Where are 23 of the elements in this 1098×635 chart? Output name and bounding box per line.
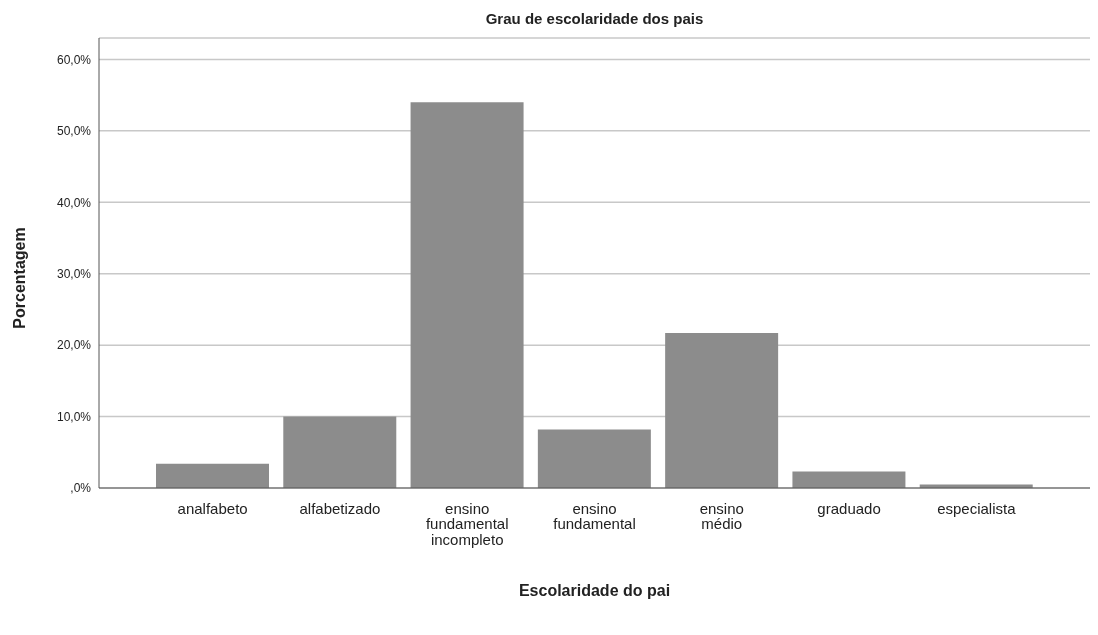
y-tick-label: 30,0% bbox=[56, 266, 92, 281]
y-tick-label: 20,0% bbox=[56, 338, 92, 353]
y-tick-label: 10,0% bbox=[56, 409, 92, 424]
x-tick-label: graduado bbox=[817, 499, 881, 517]
y-tick-label: 60,0% bbox=[56, 52, 92, 67]
x-tick-label: ensino fundamental bbox=[553, 499, 636, 533]
bar bbox=[537, 429, 651, 488]
y-tick-label: 50,0% bbox=[56, 124, 92, 139]
x-axis-title: Escolaridade do pai bbox=[517, 582, 672, 600]
bar bbox=[283, 416, 397, 488]
y-tick-label: 40,0% bbox=[56, 195, 92, 210]
bar bbox=[410, 102, 524, 488]
bar bbox=[665, 333, 779, 488]
y-tick-label: ,0% bbox=[70, 481, 92, 496]
x-tick-label: ensino médio bbox=[699, 499, 744, 533]
chart-title: Grau de escolaridade dos pais bbox=[484, 10, 705, 27]
x-tick-label: ensino fundamental incompleto bbox=[425, 499, 509, 548]
bar bbox=[792, 471, 906, 488]
bar bbox=[156, 463, 269, 488]
y-axis-title: Porcentagem bbox=[11, 227, 29, 329]
x-tick-label: alfabetizado bbox=[299, 499, 381, 517]
x-tick-label: analfabeto bbox=[177, 499, 248, 517]
x-tick-label: especialista bbox=[937, 499, 1017, 517]
